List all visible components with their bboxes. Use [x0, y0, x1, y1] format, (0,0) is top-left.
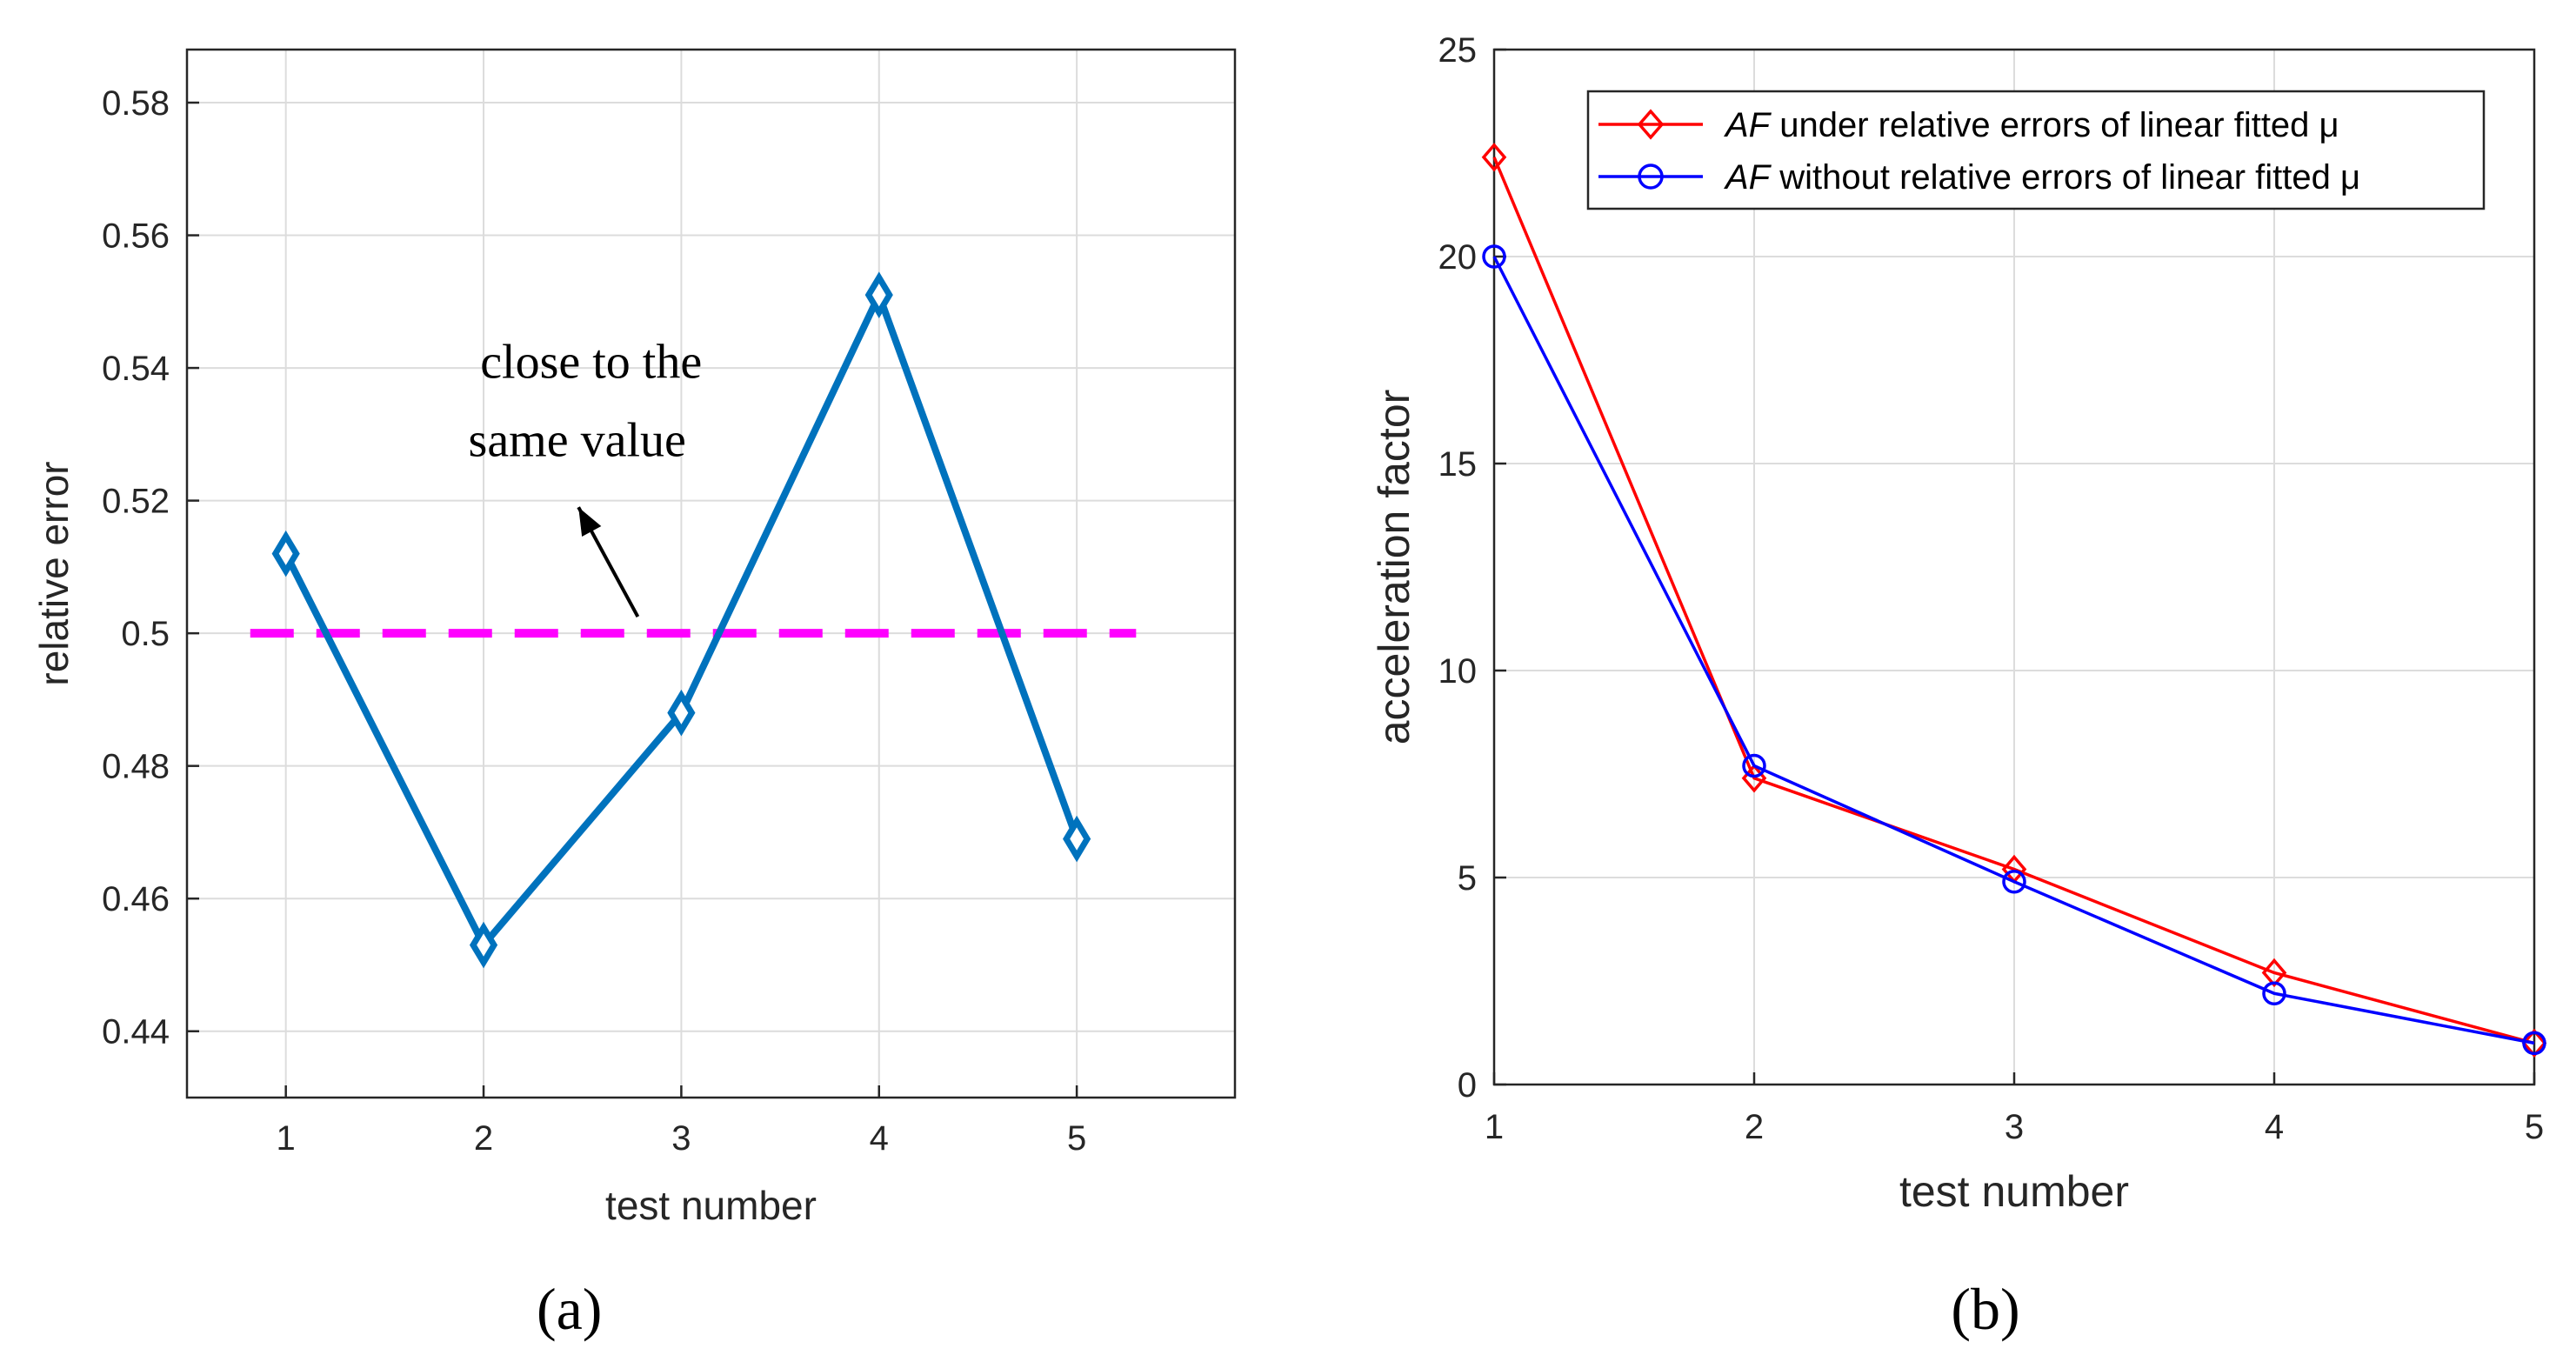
- y-tick-label-b-2: 10: [1438, 652, 1478, 691]
- legend-label-italic-1: AF: [1724, 158, 1772, 197]
- data-point-b-0-5: [2521, 1028, 2547, 1058]
- legend-label-rest-0: under relative errors of linear fitted μ: [1770, 106, 2339, 144]
- y-tick-label-a-2: 0.48: [102, 748, 170, 786]
- y-tick-label-b-3: 15: [1438, 445, 1478, 484]
- data-point-a-3: [667, 689, 696, 737]
- x-tick-label-b-2: 3: [2005, 1108, 2024, 1146]
- chart-panel-b: 1 2 3 4 5 0 5 10 15 20 25 test number acceleration f…: [1370, 31, 2547, 1342]
- data-point-b-1-2: [1742, 753, 1766, 778]
- legend-marker-1: [1638, 164, 1664, 190]
- y-axis-label-b: acceleration factor: [1370, 390, 1418, 745]
- x-tick-label-b-0: 1: [1485, 1108, 1504, 1146]
- data-point-b-1-4: [2262, 981, 2286, 1006]
- legend-label-italic-0: AF: [1724, 106, 1772, 144]
- annotation-line-2: same value: [469, 414, 686, 468]
- y-tick-label-a-4: 0.52: [102, 483, 170, 521]
- y-tick-label-a-6: 0.56: [102, 217, 170, 256]
- data-point-b-1-3: [2002, 870, 2026, 894]
- x-tick-label-b-4: 5: [2525, 1108, 2544, 1146]
- annotation-line-1: close to the: [480, 336, 702, 390]
- data-point-b-1-1: [1482, 244, 1506, 269]
- y-tick-label-b-5: 25: [1438, 31, 1478, 70]
- y-axis-label-a: relative error: [31, 461, 77, 685]
- data-point-a-4: [864, 271, 893, 318]
- y-tick-label-a-1: 0.46: [102, 880, 170, 918]
- chart-panel-a: 1 2 3 4 5 0.44 0.46 0.48 0.5 0.52 0.54 0.56 0.58 test…: [31, 48, 1237, 1342]
- legend-label-1: AF without relative errors of linear fit…: [1724, 158, 2360, 197]
- x-tick-label-b-3: 4: [2265, 1108, 2284, 1146]
- x-tick-label-a-4: 5: [1067, 1119, 1086, 1158]
- x-tick-label-a-0: 1: [277, 1119, 296, 1158]
- y-tick-label-a-5: 0.54: [102, 350, 170, 388]
- legend-label-rest-1: without relative errors of linear fitted…: [1770, 158, 2360, 197]
- y-tick-label-a-3: 0.5: [121, 615, 170, 653]
- y-tick-label-b-4: 20: [1438, 238, 1478, 277]
- legend-label-0: AF under relative errors of linear fitte…: [1724, 106, 2339, 144]
- series-line-b-0: [1492, 157, 2535, 1045]
- x-tick-label-a-2: 3: [671, 1119, 691, 1158]
- y-tick-label-a-7: 0.58: [102, 84, 170, 123]
- legend-b: AF under relative errors of linear fitte…: [1586, 90, 2486, 210]
- x-axis-label-b: test number: [1899, 1167, 2129, 1216]
- x-tick-label-a-3: 4: [870, 1119, 889, 1158]
- legend-marker-0: [1637, 109, 1665, 140]
- axes-box-a: [185, 48, 1237, 1099]
- panel-label-b: (b): [1951, 1276, 2019, 1342]
- y-tick-label-b-0: 0: [1458, 1066, 1477, 1105]
- data-point-a-5: [1063, 815, 1091, 863]
- data-point-b-0-1: [1481, 143, 1507, 172]
- y-tick-label-b-1: 5: [1458, 859, 1477, 898]
- legend-box: [1586, 90, 2486, 210]
- x-tick-label-b-1: 2: [1745, 1108, 1764, 1146]
- annotation-arrow-head: [578, 507, 602, 537]
- x-axis-label-a: test number: [605, 1183, 817, 1228]
- data-point-b-1-5: [2522, 1031, 2546, 1056]
- series-line-b-1: [1492, 256, 2535, 1045]
- x-tick-label-a-1: 2: [474, 1119, 493, 1158]
- panel-label-a: (a): [537, 1276, 602, 1342]
- data-point-b-0-4: [2261, 958, 2287, 988]
- data-point-a-2: [469, 921, 498, 969]
- plot-area-a: [187, 50, 1235, 1098]
- data-point-a-1: [271, 530, 300, 577]
- y-tick-label-a-0: 0.44: [102, 1013, 170, 1051]
